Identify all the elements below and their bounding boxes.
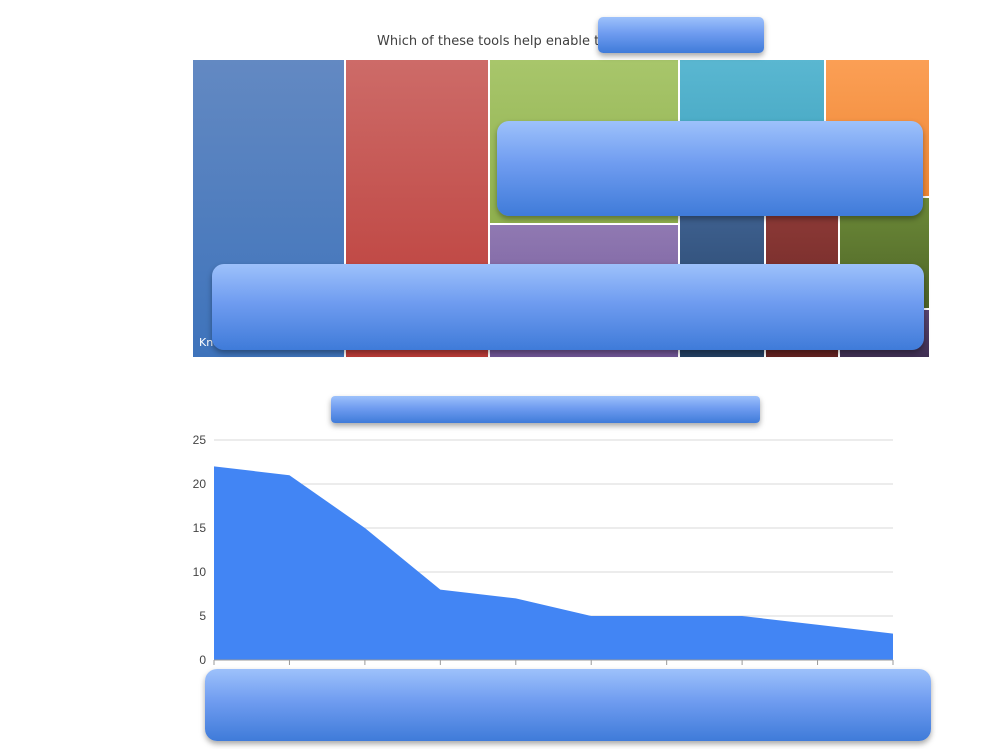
y-tick-label: 10 [193,565,207,579]
y-tick-label: 15 [193,521,207,535]
y-tick-label: 5 [199,609,206,623]
redaction-box [205,669,931,741]
redaction-box [331,396,760,423]
y-tick-label: 0 [199,653,206,667]
y-tick-label: 20 [193,477,207,491]
redaction-box [497,121,923,216]
y-tick-label: 25 [193,433,207,447]
redaction-box [598,17,764,53]
redaction-box [212,264,924,350]
area-series [214,466,893,660]
